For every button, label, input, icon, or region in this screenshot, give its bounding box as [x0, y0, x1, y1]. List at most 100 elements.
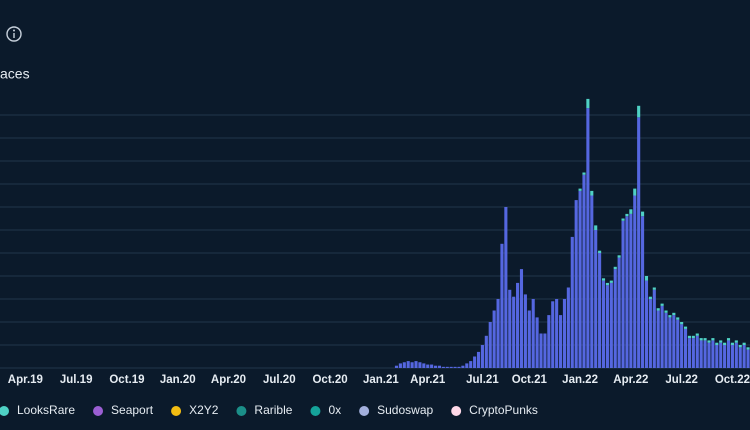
bar — [617, 255, 621, 258]
x-tick-label: Jul.22 — [665, 374, 698, 386]
x-tick-label: Apr.22 — [613, 374, 648, 386]
bar — [422, 363, 426, 368]
bar — [590, 195, 594, 368]
bar — [598, 253, 602, 368]
bar — [730, 345, 734, 368]
bar — [726, 340, 731, 368]
bar — [660, 303, 664, 306]
x-tick-label: Oct.21 — [512, 374, 548, 386]
bar — [746, 347, 750, 350]
bar — [621, 220, 625, 368]
bar — [683, 328, 688, 368]
x-tick-label: Apr.21 — [410, 374, 446, 386]
bar — [523, 294, 527, 368]
bar — [633, 188, 637, 196]
bar — [644, 280, 649, 368]
bar — [687, 335, 692, 339]
bar — [551, 301, 555, 368]
bar — [453, 366, 457, 368]
bar — [648, 296, 652, 299]
bar — [406, 361, 410, 368]
bar — [687, 338, 692, 368]
legend-marker — [236, 406, 247, 416]
bar — [473, 356, 477, 368]
x-tick-label: Apr.19 — [8, 374, 43, 386]
bar — [746, 349, 750, 368]
bar — [480, 345, 484, 368]
bar — [633, 195, 637, 368]
bar — [578, 190, 582, 368]
x-tick-label: Jul.21 — [466, 374, 499, 386]
bar — [574, 200, 578, 368]
bar — [680, 324, 684, 368]
bar — [578, 188, 582, 191]
bar — [547, 315, 551, 368]
legend-marker — [0, 406, 9, 416]
bar — [590, 190, 594, 196]
bar — [625, 216, 629, 368]
bar — [719, 342, 723, 368]
bar — [699, 340, 703, 368]
bar — [707, 342, 711, 368]
legend-label: X2Y2 — [189, 403, 219, 417]
bar — [656, 310, 660, 368]
bar — [617, 257, 621, 368]
bar — [676, 317, 680, 320]
legend-marker — [451, 406, 462, 416]
bar — [664, 310, 668, 313]
bar — [558, 315, 563, 368]
bar — [621, 218, 625, 221]
bar — [402, 362, 406, 368]
bar — [695, 335, 699, 368]
bar — [555, 299, 559, 368]
bar — [605, 285, 609, 368]
bar — [398, 363, 402, 368]
legend-label: Rarible — [254, 403, 292, 417]
bar — [582, 172, 586, 175]
bar — [492, 310, 496, 368]
bar — [586, 108, 590, 368]
bar — [437, 365, 442, 368]
bar — [723, 345, 727, 368]
bar — [672, 312, 676, 316]
bar — [601, 280, 606, 368]
bar — [656, 308, 660, 311]
legend-label: CryptoPunks — [469, 403, 538, 417]
info-icon[interactable] — [6, 26, 22, 42]
bar — [562, 299, 567, 368]
bar — [410, 362, 414, 368]
bar — [742, 345, 746, 368]
bar — [734, 342, 738, 368]
legend-marker — [310, 406, 321, 416]
bar — [601, 278, 606, 281]
bar — [543, 333, 547, 368]
bar — [598, 250, 602, 253]
bar — [433, 365, 438, 368]
legend-label: Sudoswap — [377, 403, 433, 417]
bar — [699, 338, 703, 341]
legend-label: Seaport — [111, 403, 154, 417]
bar — [711, 338, 715, 341]
bar — [500, 243, 504, 368]
bar — [664, 312, 668, 368]
bar — [508, 289, 512, 368]
legend-label: LooksRare — [17, 403, 75, 417]
bar — [496, 299, 500, 368]
bar — [461, 365, 465, 368]
bar — [715, 345, 719, 368]
bar — [711, 340, 715, 368]
bar — [512, 296, 516, 368]
bar — [535, 317, 539, 368]
bar — [668, 315, 672, 318]
bar — [637, 117, 641, 368]
bar — [715, 342, 719, 345]
x-tick-label: Oct.22 — [715, 374, 750, 386]
bar — [683, 326, 688, 329]
bar — [672, 315, 676, 368]
x-tick-label: Oct.19 — [109, 374, 144, 386]
legend-marker — [93, 406, 104, 416]
bar — [488, 322, 492, 368]
bar — [582, 174, 586, 368]
bar — [648, 299, 652, 368]
bar — [730, 342, 734, 345]
